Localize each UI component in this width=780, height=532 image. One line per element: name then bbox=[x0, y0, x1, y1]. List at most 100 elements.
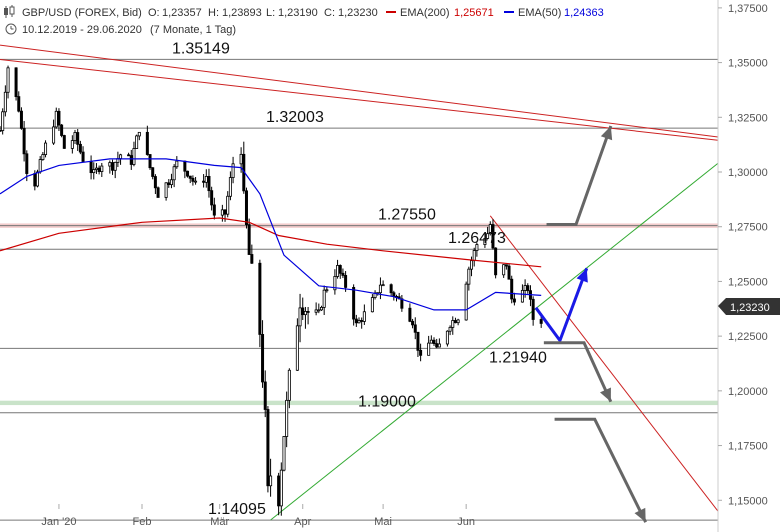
candle-body bbox=[472, 250, 476, 262]
candle bbox=[188, 175, 192, 184]
ema-lines bbox=[0, 158, 542, 311]
candle bbox=[145, 125, 149, 156]
candle bbox=[70, 135, 74, 154]
candle-body bbox=[186, 170, 190, 177]
candle bbox=[502, 264, 506, 278]
candle bbox=[520, 284, 524, 303]
candle-body bbox=[336, 265, 340, 277]
candle-body bbox=[127, 154, 131, 157]
candle-body bbox=[19, 110, 23, 129]
candle bbox=[223, 209, 227, 222]
arrow-head bbox=[634, 507, 646, 523]
level-labels: 1.35149 1.32003 1.27550 1.26473 1.21940 1.190… bbox=[172, 40, 547, 518]
candle-body bbox=[539, 319, 543, 324]
candle bbox=[156, 186, 160, 198]
candle bbox=[370, 294, 374, 313]
candle-body bbox=[111, 162, 115, 171]
candle-body bbox=[279, 469, 283, 507]
candle-body bbox=[419, 349, 423, 356]
scenario-arrows bbox=[534, 125, 648, 523]
candle-body bbox=[261, 334, 265, 383]
candle-body bbox=[78, 143, 82, 153]
candle-body bbox=[488, 224, 492, 235]
arrow-shaft bbox=[546, 125, 613, 227]
candle-body bbox=[119, 154, 123, 159]
high-value: 1,23893 bbox=[222, 7, 262, 19]
candle-body bbox=[113, 161, 117, 171]
candle bbox=[261, 320, 265, 388]
price-badge-shape bbox=[718, 298, 780, 315]
candle bbox=[151, 167, 155, 180]
candle-body bbox=[148, 154, 152, 169]
candle-body bbox=[244, 190, 248, 226]
candle bbox=[483, 233, 487, 248]
candle-body bbox=[135, 135, 139, 149]
candle-body bbox=[467, 268, 471, 285]
candle-body bbox=[210, 190, 214, 206]
candle bbox=[0, 126, 2, 132]
candle-body bbox=[89, 161, 93, 174]
candle bbox=[164, 182, 168, 201]
candle-body bbox=[239, 153, 243, 165]
candle bbox=[512, 292, 516, 306]
zone-band-1 bbox=[0, 400, 718, 406]
candle bbox=[129, 149, 133, 170]
candle bbox=[504, 264, 508, 270]
level-label-5: 1.19000 bbox=[358, 394, 416, 411]
candle-body bbox=[531, 298, 535, 320]
candle-body bbox=[202, 180, 206, 183]
candle-body bbox=[33, 173, 37, 187]
candle-body bbox=[231, 163, 235, 178]
candle bbox=[169, 173, 173, 189]
candle-body bbox=[523, 285, 527, 291]
arrow-head bbox=[600, 387, 611, 402]
trendline-1 bbox=[0, 44, 719, 138]
last-price-badge: 1,23230 bbox=[718, 298, 780, 315]
y-tick-label: 1,15000 bbox=[728, 495, 768, 507]
candle-body bbox=[169, 179, 173, 186]
candle bbox=[228, 171, 232, 201]
candle-body bbox=[494, 247, 498, 276]
candle-body bbox=[36, 171, 40, 187]
candle bbox=[389, 283, 393, 297]
candle bbox=[258, 259, 262, 348]
x-tick-label: Apr bbox=[294, 516, 311, 528]
candle-body bbox=[486, 233, 490, 239]
candle bbox=[175, 156, 179, 169]
candle-body bbox=[1, 111, 5, 131]
candle-body bbox=[317, 309, 321, 312]
candle bbox=[127, 152, 131, 157]
candle-body bbox=[207, 175, 211, 192]
y-tick-label: 1,37500 bbox=[728, 3, 768, 15]
candle-body bbox=[333, 276, 337, 291]
candle-body bbox=[456, 319, 460, 324]
candle-body bbox=[301, 307, 305, 316]
candle bbox=[360, 317, 364, 329]
candle bbox=[247, 218, 251, 255]
ema200-line bbox=[0, 217, 542, 268]
candle bbox=[413, 317, 417, 340]
candle-body bbox=[306, 311, 310, 313]
candle bbox=[464, 281, 468, 321]
candle bbox=[354, 314, 358, 327]
candle-body bbox=[287, 369, 291, 401]
candle bbox=[212, 197, 216, 220]
candle bbox=[451, 316, 455, 335]
x-tick-label: Feb bbox=[133, 516, 152, 528]
y-axis: 1,15000 1,17500 1,20000 1,22500 1,25000 1,275… bbox=[718, 3, 768, 507]
candle bbox=[317, 303, 321, 314]
candle-body bbox=[108, 162, 112, 167]
candle-body bbox=[341, 272, 345, 276]
candle-body bbox=[322, 289, 326, 308]
candle-body bbox=[92, 169, 96, 174]
candle-body bbox=[470, 260, 474, 270]
candle-body bbox=[432, 339, 436, 345]
candle-body bbox=[381, 284, 385, 287]
candle-body bbox=[360, 320, 364, 322]
candle-body bbox=[25, 153, 29, 174]
candle-body bbox=[263, 381, 267, 410]
candle-body bbox=[153, 176, 157, 189]
candle-body bbox=[194, 180, 198, 183]
candle bbox=[186, 170, 190, 178]
